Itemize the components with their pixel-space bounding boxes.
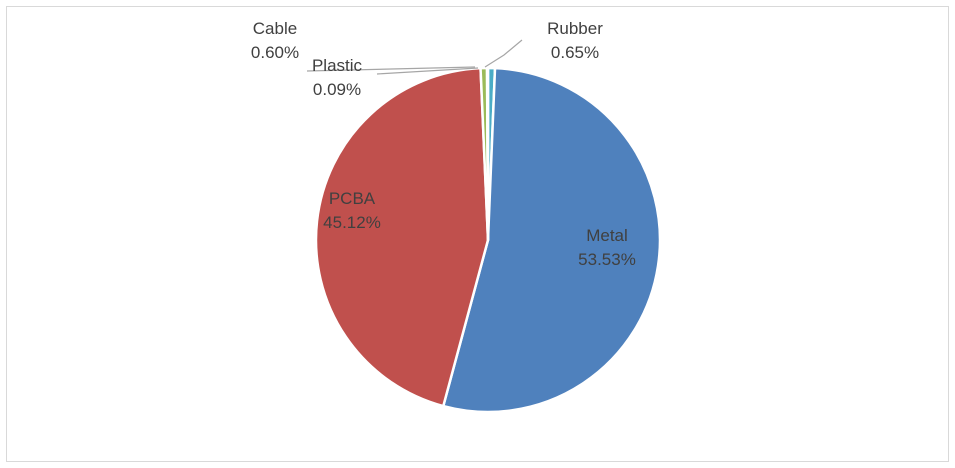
data-label-pcba: PCBA 45.12% xyxy=(323,189,381,232)
data-label-value: 0.60% xyxy=(251,43,299,62)
data-label-cable: Cable 0.60% xyxy=(251,19,299,62)
pie-slice-plastic xyxy=(485,66,490,242)
data-label-value: 0.09% xyxy=(313,80,361,99)
pie-slice-pcba xyxy=(314,66,490,408)
pie-chart: Rubber 0.65% Metal 53.53% PCBA 45.12% Cable 0.6… xyxy=(251,19,662,414)
data-labels: Rubber 0.65% Metal 53.53% PCBA 45.12% Cable 0.6… xyxy=(251,19,636,269)
data-label-name: Cable xyxy=(253,19,297,38)
data-label-metal: Metal 53.53% xyxy=(578,226,636,269)
data-label-name: Plastic xyxy=(312,56,363,75)
chart-area: Rubber 0.65% Metal 53.53% PCBA 45.12% Cable 0.6… xyxy=(6,6,949,462)
leader-line-cable xyxy=(306,66,476,72)
data-label-value: 53.53% xyxy=(578,250,636,269)
data-label-value: 45.12% xyxy=(323,213,381,232)
data-label-name: PCBA xyxy=(329,189,376,208)
pie-slices xyxy=(314,66,662,414)
data-label-value: 0.65% xyxy=(551,43,599,62)
data-label-name: Metal xyxy=(586,226,628,245)
data-label-name: Rubber xyxy=(547,19,603,38)
data-label-plastic: Plastic 0.09% xyxy=(312,56,363,99)
leader-line-rubber xyxy=(484,39,523,68)
leader-line-plastic xyxy=(376,67,479,75)
pie-slice-metal xyxy=(442,66,662,414)
leader-lines xyxy=(306,39,523,75)
data-label-rubber: Rubber 0.65% xyxy=(547,19,603,62)
